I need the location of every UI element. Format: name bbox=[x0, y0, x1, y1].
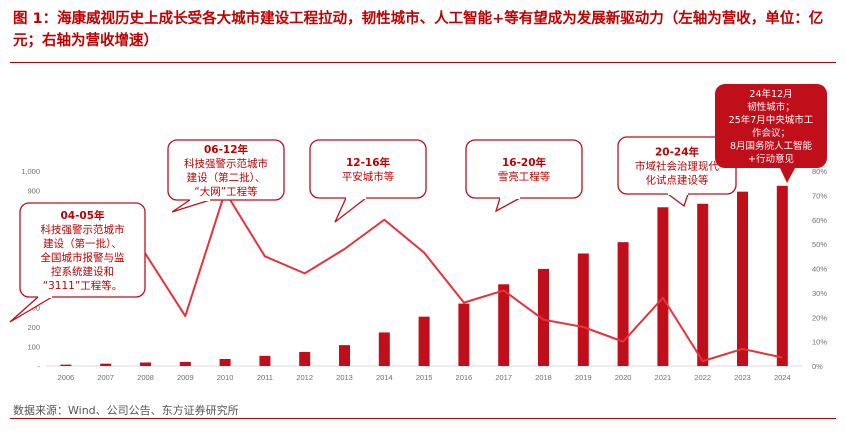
x-tick-label: 2007 bbox=[97, 373, 114, 382]
y-right-tick-label: 10% bbox=[812, 338, 827, 347]
callout-pointer bbox=[9, 296, 53, 323]
y-right-tick-label: 20% bbox=[812, 313, 827, 322]
x-tick-label: 2012 bbox=[296, 373, 313, 382]
y-left-tick-label: 100 bbox=[27, 343, 40, 352]
y-right-tick-label: 0% bbox=[812, 362, 823, 371]
y-right-tick-label: 60% bbox=[812, 216, 827, 225]
x-tick-label: 2011 bbox=[257, 373, 273, 382]
callout-line: 平安城市等 bbox=[342, 170, 395, 183]
y-right-tick-label: 50% bbox=[812, 240, 827, 249]
callout-line: 作会议； bbox=[752, 127, 790, 139]
x-tick-label: 2022 bbox=[694, 373, 711, 382]
callout-line: “大网”工程等 bbox=[194, 185, 258, 198]
callout-line: 8月国务院人工智能 bbox=[730, 140, 813, 152]
callout-line: 市域社会治理现代 bbox=[635, 160, 719, 173]
callout-box bbox=[167, 139, 285, 201]
x-tick-label: 2017 bbox=[495, 373, 512, 382]
source-note: 数据来源：Wind、公司公告、东方证券研究所 bbox=[13, 404, 239, 417]
chart-title: 图 1：海康威视历史上成长受各大城市建设工程拉动，韧性城市、人工智能+等有望成为… bbox=[13, 11, 824, 49]
callout-box bbox=[715, 84, 827, 168]
x-tick-label: 2006 bbox=[58, 373, 75, 382]
callout-line: 科技强警示范城市 bbox=[184, 157, 268, 170]
callout-line: 25年7月中央城市工 bbox=[729, 114, 814, 126]
x-tick-label: 2014 bbox=[376, 373, 393, 382]
revenue-bar bbox=[458, 303, 470, 366]
annotation-callout: 04-05年科技强警示范城市建设（第一批）、全国城市报警与监控系统建设和“311… bbox=[9, 202, 146, 323]
x-tick-label: 2020 bbox=[615, 373, 632, 382]
revenue-bar bbox=[179, 361, 191, 366]
callout-line: 科技强警示范城市 bbox=[41, 223, 125, 236]
y-right-tick-label: 40% bbox=[812, 265, 827, 274]
y-left-tick-label: - bbox=[38, 362, 41, 371]
revenue-bar bbox=[259, 355, 271, 366]
x-tick-label: 2021 bbox=[655, 373, 672, 382]
revenue-bar bbox=[339, 345, 350, 366]
x-tick-label: 2015 bbox=[416, 373, 433, 382]
callout-pointer bbox=[667, 193, 689, 208]
x-tick-label: 2010 bbox=[217, 373, 234, 382]
y-right-tick-label: 80% bbox=[812, 167, 827, 176]
callout-pointer bbox=[334, 197, 367, 223]
callout-pointer bbox=[780, 168, 795, 183]
x-tick-label: 2019 bbox=[575, 373, 592, 382]
revenue-bar bbox=[498, 284, 510, 366]
callout-line: +行动意见 bbox=[748, 153, 794, 165]
revenue-bar bbox=[219, 358, 231, 366]
y-left-tick-label: 200 bbox=[27, 323, 40, 332]
callout-line: 16-20年 bbox=[502, 156, 547, 169]
callout-line: 12-16年 bbox=[346, 156, 391, 169]
y-right-tick-label: 30% bbox=[812, 289, 827, 298]
callout-line: 化试点建设等 bbox=[646, 174, 709, 187]
callout-box bbox=[465, 139, 583, 199]
y-right-tick-label: 70% bbox=[812, 191, 827, 200]
callout-line: 06-12年 bbox=[204, 143, 249, 156]
callout-line: 全国城市报警与监 bbox=[41, 251, 125, 264]
revenue-bar bbox=[60, 364, 72, 366]
x-tick-label: 2013 bbox=[336, 373, 353, 382]
bottom-divider bbox=[10, 418, 836, 419]
callout-line: “3111”工程等。 bbox=[43, 279, 123, 292]
x-tick-label: 2023 bbox=[734, 373, 751, 382]
revenue-bar bbox=[378, 332, 390, 366]
callout-pointer bbox=[494, 197, 521, 213]
growth-line bbox=[65, 190, 783, 363]
callout-line: 20-24年 bbox=[655, 146, 700, 159]
x-tick-label: 2024 bbox=[774, 373, 791, 382]
callout-line: 控系统建设和 bbox=[51, 265, 114, 278]
callout-line: 建设（第二批）、 bbox=[187, 171, 266, 184]
revenue-bar bbox=[418, 316, 430, 366]
callout-line: 04-05年 bbox=[60, 209, 105, 222]
x-tick-label: 2008 bbox=[137, 373, 154, 382]
callout-box bbox=[309, 139, 427, 199]
revenue-bar bbox=[657, 207, 669, 366]
callout-line: 24年12月 bbox=[749, 88, 792, 100]
x-tick-label: 2009 bbox=[177, 373, 194, 382]
revenue-bar bbox=[299, 351, 311, 366]
callout-box bbox=[19, 202, 146, 298]
revenue-bar bbox=[617, 242, 629, 366]
y-left-tick-label: 900 bbox=[27, 187, 40, 196]
y-left-tick-label: 1,000 bbox=[21, 167, 40, 176]
revenue-bar bbox=[577, 253, 589, 366]
x-tick-label: 2016 bbox=[456, 373, 473, 382]
revenue-bar bbox=[776, 185, 788, 366]
title-divider bbox=[10, 62, 836, 63]
revenue-bar bbox=[538, 268, 549, 366]
callout-pointer bbox=[171, 199, 211, 213]
revenue-bar bbox=[737, 191, 748, 366]
callout-line: 韧性城市； bbox=[747, 101, 795, 113]
revenue-bar bbox=[100, 363, 112, 366]
x-tick-label: 2018 bbox=[535, 373, 552, 382]
revenue-bar bbox=[140, 362, 151, 366]
callout-line: 建设（第一批）、 bbox=[43, 237, 122, 250]
callout-line: 雪亮工程等 bbox=[498, 170, 551, 183]
revenue-bar bbox=[697, 203, 709, 366]
